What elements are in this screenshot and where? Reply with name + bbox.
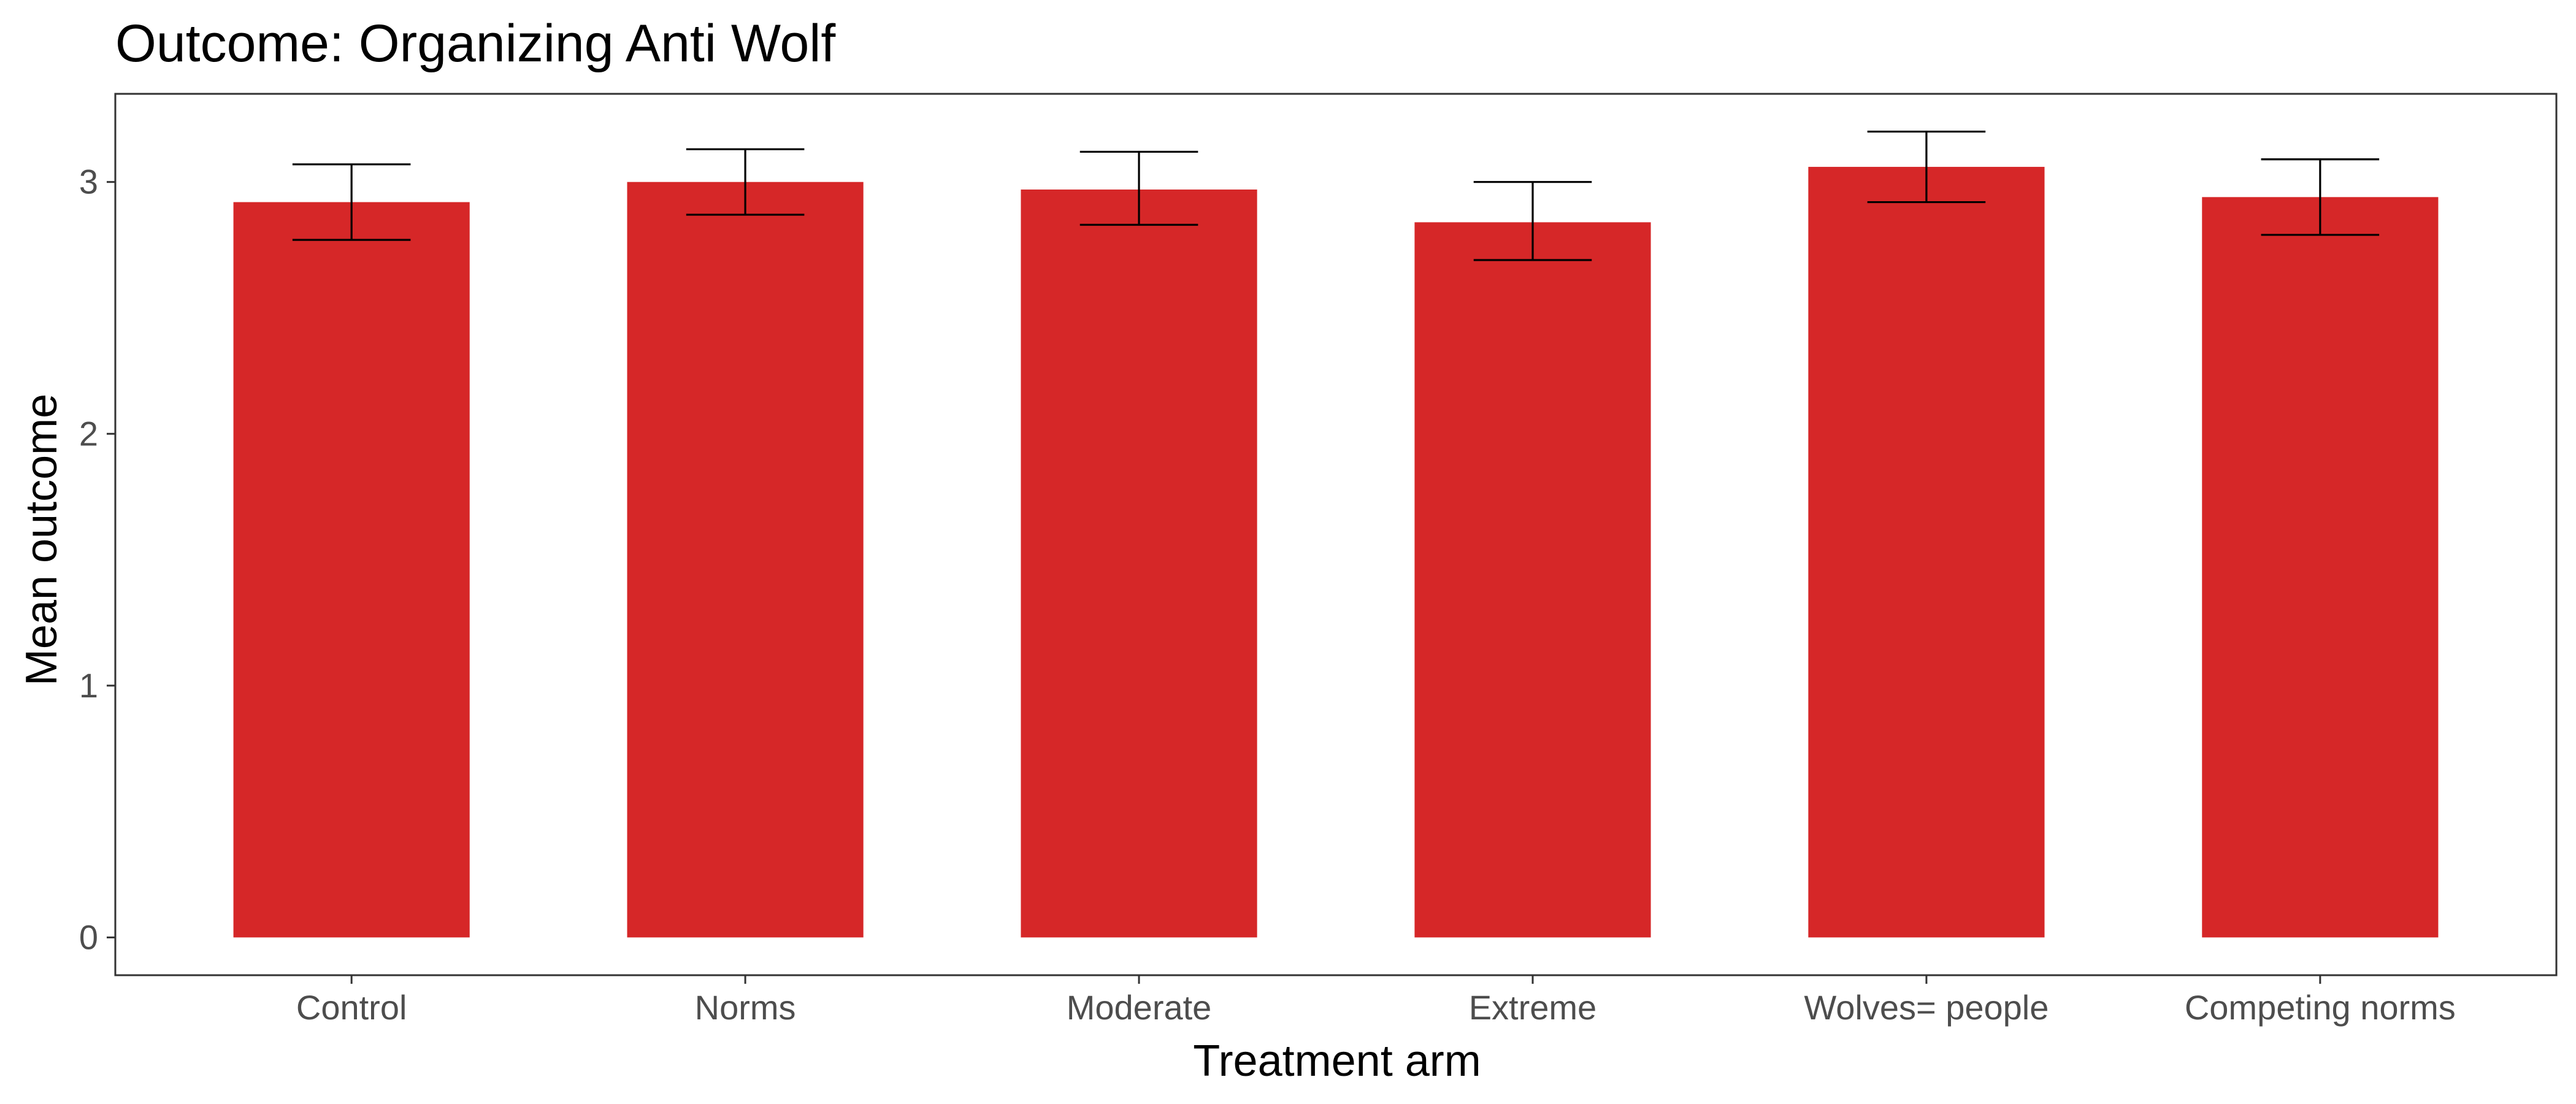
x-tick-label: Norms — [695, 988, 796, 1027]
y-tick-label: 3 — [79, 163, 98, 201]
plot-panel — [114, 93, 2558, 976]
x-tick-label: Moderate — [1067, 988, 1212, 1027]
bar — [1808, 167, 2045, 938]
y-axis: 0 1 2 3 — [79, 163, 115, 956]
bar — [1021, 190, 1257, 938]
y-axis-title: Mean outcome — [17, 394, 66, 686]
y-tick-label: 2 — [79, 414, 98, 453]
y-tick-label: 0 — [79, 918, 98, 956]
x-tick-label: Extreme — [1469, 988, 1597, 1027]
x-tick-label: Wolves= people — [1804, 988, 2049, 1027]
y-tick-label: 1 — [79, 666, 98, 705]
x-axis: Control Norms Moderate Extreme Wolves= peopl… — [296, 975, 2456, 1027]
x-tick-label: Competing norms — [2185, 988, 2456, 1027]
bars-group — [233, 167, 2439, 938]
bar — [627, 182, 864, 938]
x-axis-title: Treatment arm — [1193, 1037, 1481, 1086]
bar — [1414, 222, 1651, 938]
bar — [2202, 197, 2439, 938]
x-tick-label: Control — [296, 988, 407, 1027]
error-bars-group — [292, 130, 2380, 261]
bar — [233, 202, 470, 938]
chart-title: Outcome: Organizing Anti Wolf — [115, 14, 836, 73]
